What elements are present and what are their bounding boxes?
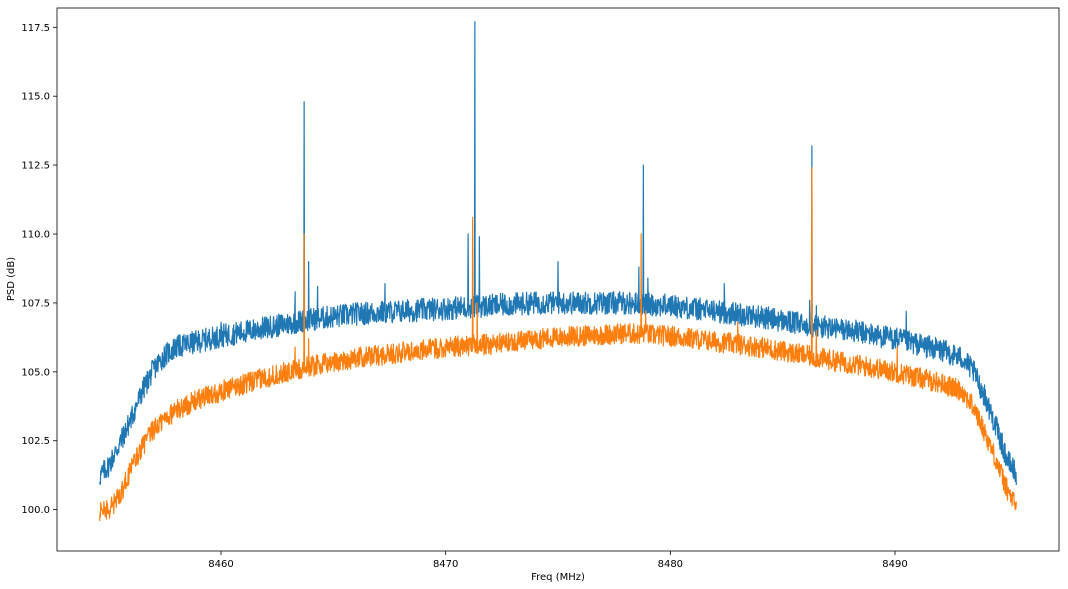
series-line-2 — [99, 167, 1017, 522]
plot-frame — [56, 7, 1060, 552]
y-tick-label: 107.5 — [21, 298, 50, 309]
y-axis: 100.0 102.5 105.0 107.5 110.0 112.5 115.0 117.5 — [21, 23, 57, 516]
x-axis-title: Freq (MHz) — [531, 572, 585, 583]
y-axis-title: PSD (dB) — [6, 257, 17, 301]
x-tick-label: 8480 — [658, 559, 683, 570]
x-tick-label: 8460 — [208, 559, 233, 570]
y-tick-label: 105.0 — [21, 367, 50, 378]
plot-lines — [99, 21, 1017, 522]
y-tick-label: 110.0 — [21, 230, 50, 241]
series-line-1 — [99, 21, 1017, 485]
y-tick-label: 112.5 — [21, 161, 50, 172]
x-axis: 8460 8470 8480 8490 — [208, 551, 908, 570]
y-tick-label: 102.5 — [21, 436, 50, 447]
y-tick-label: 117.5 — [21, 23, 50, 34]
x-tick-label: 8490 — [882, 559, 907, 570]
y-tick-label: 115.0 — [21, 92, 50, 103]
x-tick-label: 8470 — [433, 559, 458, 570]
y-tick-label: 100.0 — [21, 505, 50, 516]
